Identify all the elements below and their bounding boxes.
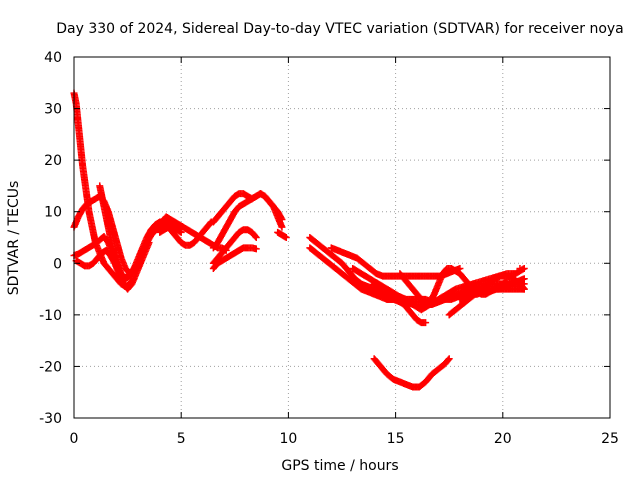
series-arc-22: [516, 264, 524, 272]
data-point: [445, 355, 453, 363]
data-point: [422, 319, 430, 327]
y-axis-label: SDTVAR / TECUs: [6, 181, 22, 296]
x-axis-label: GPS time / hours: [281, 458, 398, 474]
y-tick-label: -20: [39, 359, 62, 375]
plot-frame: [73, 56, 611, 419]
data-point: [519, 284, 527, 292]
data-point: [278, 223, 286, 231]
x-tick-label: 10: [279, 431, 297, 447]
y-tick-label: 30: [44, 102, 62, 118]
series-arc-19: [456, 275, 528, 303]
data-point: [252, 234, 260, 241]
chart-title: Day 330 of 2024, Sidereal Day-to-day VTE…: [56, 21, 624, 37]
x-tick-label: 0: [70, 431, 79, 447]
series-arc-10: [209, 226, 260, 267]
series-arc-5: [96, 182, 142, 283]
series-arc-7: [156, 218, 215, 249]
data-point: [133, 260, 141, 268]
y-tick-label: -10: [39, 308, 62, 324]
y-tick-label: 0: [53, 256, 62, 272]
y-tick-label: -30: [39, 411, 62, 427]
series-arc-20: [370, 355, 453, 391]
y-tick-label: 10: [44, 205, 62, 221]
axis-ticks: 0 5 10 15 20 25 -30 -20 -10 0 10 20 30 40: [39, 50, 619, 447]
data-point: [282, 234, 290, 241]
data-point: [134, 259, 142, 267]
series-arc-9: [209, 190, 286, 252]
data-point: [444, 356, 452, 364]
y-tick-label: 20: [44, 153, 62, 169]
x-tick-label: 15: [387, 431, 405, 447]
x-tick-label: 5: [177, 431, 186, 447]
data-point: [520, 275, 528, 283]
x-tick-label: 20: [494, 431, 512, 447]
grid: [74, 57, 610, 418]
data-point: [516, 264, 524, 272]
data-point: [177, 228, 185, 236]
y-tick-label: 40: [44, 50, 62, 66]
x-tick-label: 25: [601, 431, 619, 447]
data-point: [252, 245, 260, 253]
series-arc-11: [209, 244, 260, 272]
data-point: [278, 215, 286, 223]
data-point: [251, 232, 259, 240]
data-points: [70, 89, 528, 391]
series-arc-21: [274, 228, 290, 241]
series-arc-16: [370, 280, 430, 327]
data-point: [520, 285, 528, 293]
